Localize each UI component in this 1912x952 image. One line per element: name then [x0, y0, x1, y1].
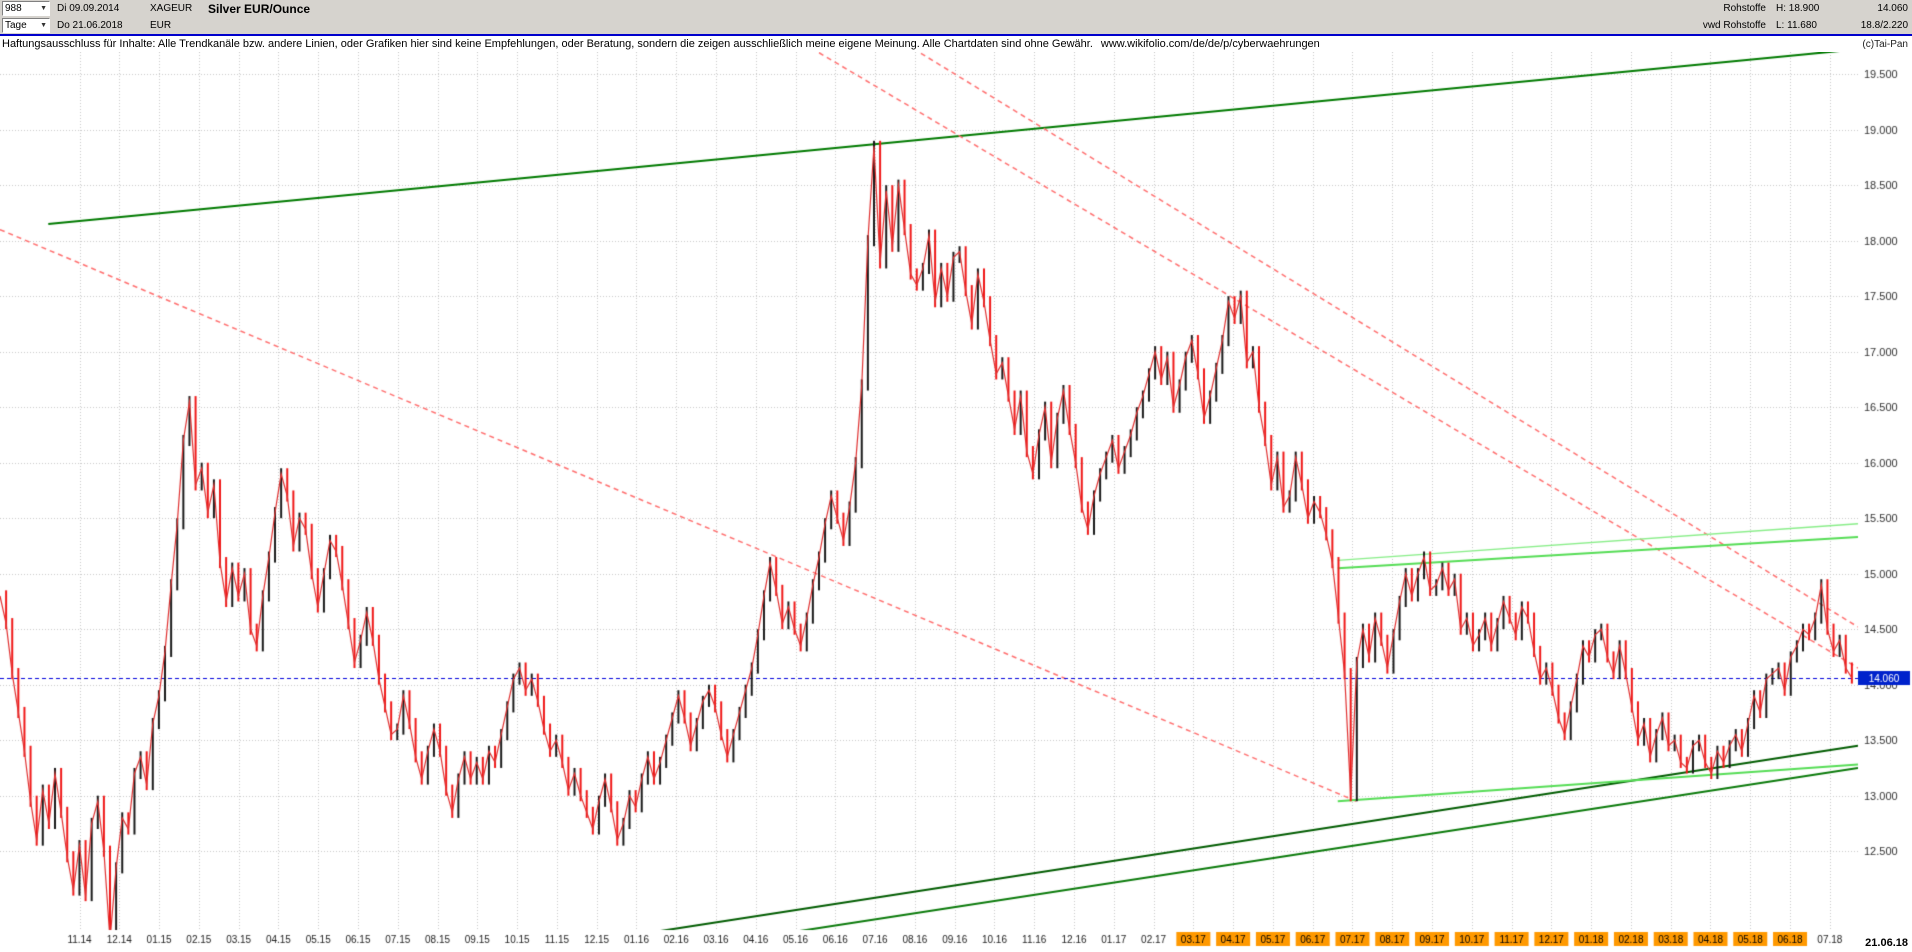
bars-count-value: 988	[5, 3, 22, 14]
period-value: Tage	[5, 20, 27, 31]
low-label: L: 11.680	[1776, 20, 1817, 31]
toolbar: 988 ▼ Di 09.09.2014 XAGEUR Silver EUR/Ou…	[0, 0, 1912, 34]
disclaimer-url: www.wikifolio.com/de/de/p/cyberwaehrunge…	[1100, 38, 1320, 50]
last-price-label: 14.060	[1877, 3, 1908, 14]
last-date-label: 21.06.18	[1865, 937, 1908, 949]
chart-area: 21.06.18	[0, 52, 1912, 952]
disclaimer-text: Haftungsausschluss für Inhalte: Alle Tre…	[2, 38, 1093, 50]
date-from-field[interactable]: Di 09.09.2014	[57, 3, 120, 14]
toolbar-separator	[0, 34, 1912, 36]
provider-label: vwd Rohstoffe	[1702, 20, 1766, 31]
toolbar-row-2: Tage ▼ Do 21.06.2018 EUR vwd Rohstoffe L…	[0, 17, 1912, 34]
period-dropdown[interactable]: Tage ▼	[2, 18, 50, 33]
disclaimer-bar: Haftungsausschluss für Inhalte: Alle Tre…	[0, 36, 1912, 52]
toolbar-row-1: 988 ▼ Di 09.09.2014 XAGEUR Silver EUR/Ou…	[0, 0, 1912, 17]
quote-info-row-2: vwd Rohstoffe L: 11.680 18.8/2.220	[1670, 20, 1910, 31]
currency-label: EUR	[150, 20, 172, 31]
price-chart-canvas[interactable]	[0, 52, 1912, 952]
quote-info-row-1: Rohstoffe H: 18.900 14.060	[1670, 3, 1910, 14]
instrument-title: Silver EUR/Ounce	[208, 1, 311, 16]
bars-count-dropdown[interactable]: 988 ▼	[2, 1, 50, 16]
chevron-down-icon: ▼	[40, 5, 47, 12]
quote-extra-label: 18.8/2.220	[1860, 20, 1908, 31]
category-label: Rohstoffe	[1723, 3, 1766, 14]
chevron-down-icon: ▼	[40, 22, 47, 29]
copyright-label: (c)Tai-Pan	[1862, 38, 1908, 50]
symbol-label: XAGEUR	[150, 3, 193, 14]
high-label: H: 18.900	[1776, 3, 1820, 14]
date-to-field[interactable]: Do 21.06.2018	[57, 20, 123, 31]
